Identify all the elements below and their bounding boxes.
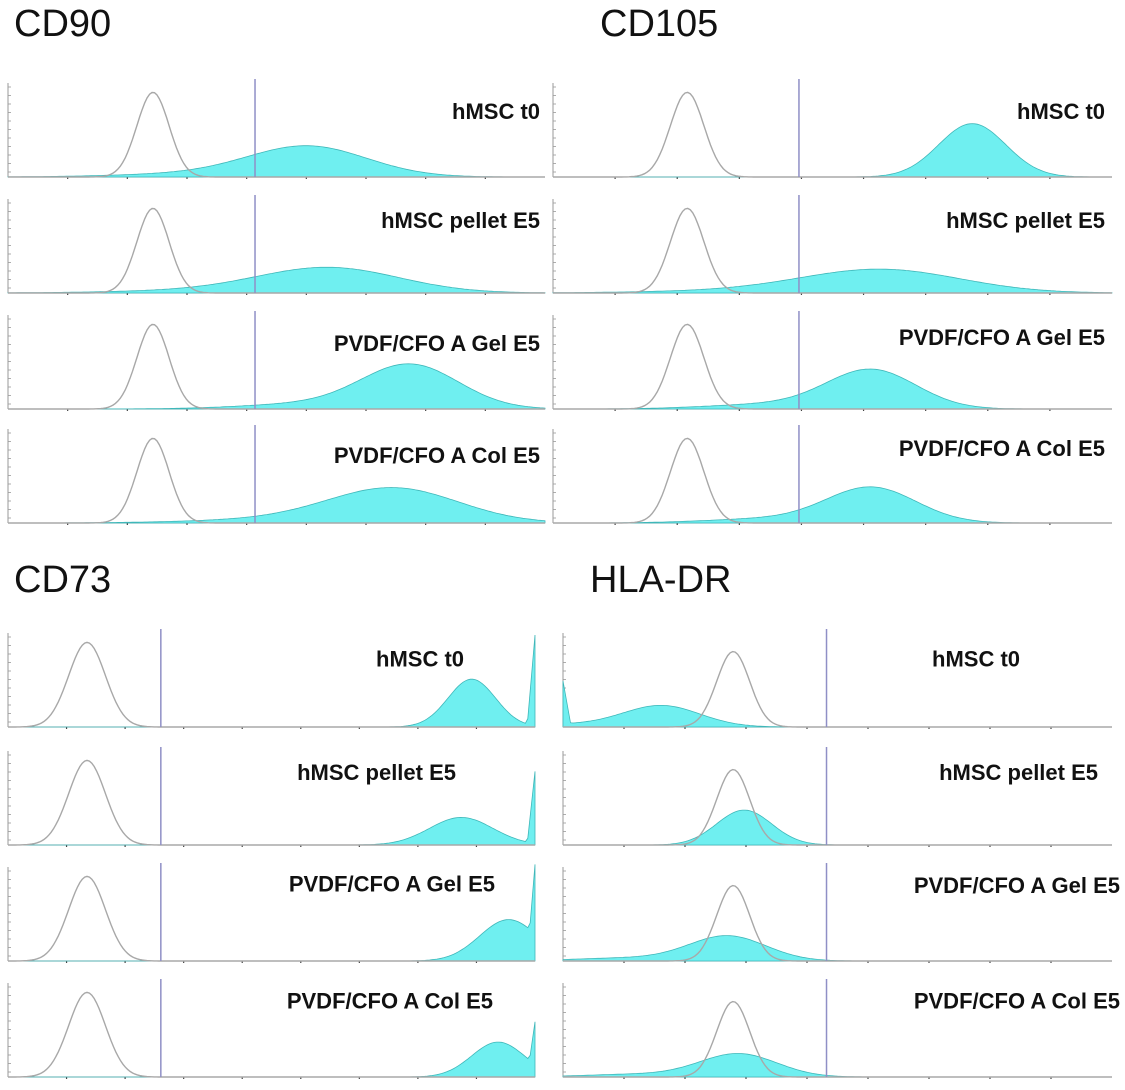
histogram-row: PVDF/CFO A Gel E5 <box>552 311 1112 411</box>
control-histogram <box>563 650 1112 728</box>
control-histogram <box>553 207 1112 294</box>
panel-title-hla-dr: HLA-DR <box>590 559 731 601</box>
control-histogram <box>8 875 535 962</box>
control-histogram <box>563 884 1112 962</box>
control-histogram <box>8 323 545 410</box>
sample-histogram <box>563 809 1112 846</box>
control-histogram <box>8 759 535 846</box>
panel-cd90: hMSC t0 hMSC pellet E5 PVDF/CFO A Gel E5 PV… <box>7 79 546 525</box>
histogram-row: PVDF/CFO A Col E5 <box>7 979 536 1079</box>
sample-histogram <box>562 680 1112 728</box>
histogram-row: hMSC pellet E5 <box>7 195 546 295</box>
row-label: hMSC t0 <box>376 647 464 672</box>
histogram-row: hMSC t0 <box>7 629 536 729</box>
sample-histogram <box>8 487 546 524</box>
panel-title-cd73: CD73 <box>14 559 111 601</box>
control-histogram <box>553 91 1112 178</box>
row-label: hMSC pellet E5 <box>946 208 1105 233</box>
row-label: PVDF/CFO A Col E5 <box>287 988 493 1013</box>
panel-cd105: hMSC t0 hMSC pellet E5 PVDF/CFO A Gel E5 PV… <box>552 79 1113 525</box>
histogram-row: hMSC pellet E5 <box>552 195 1113 295</box>
sample-histogram <box>553 486 1112 524</box>
row-label: hMSC pellet E5 <box>939 760 1098 785</box>
histogram-row: PVDF/CFO A Gel E5 <box>7 863 536 963</box>
row-label: hMSC t0 <box>932 647 1020 672</box>
histogram-row: PVDF/CFO A Col E5 <box>7 425 546 525</box>
panel-cd73: hMSC t0 hMSC pellet E5 PVDF/CFO A Gel E5 PV… <box>7 629 536 1079</box>
row-label: PVDF/CFO A Gel E5 <box>914 873 1120 898</box>
row-label: PVDF/CFO A Col E5 <box>334 443 540 468</box>
sample-histogram <box>7 145 545 178</box>
histogram-row: hMSC pellet E5 <box>7 747 536 847</box>
sample-histogram <box>553 123 1112 178</box>
histogram-row: PVDF/CFO A Gel E5 <box>562 863 1120 963</box>
row-label: hMSC pellet E5 <box>381 208 540 233</box>
row-label: hMSC pellet E5 <box>297 760 456 785</box>
control-histogram <box>553 323 1112 410</box>
panel-title-cd90: CD90 <box>14 3 111 45</box>
histogram-row: PVDF/CFO A Col E5 <box>562 979 1120 1079</box>
control-histogram <box>553 437 1112 524</box>
sample-histogram <box>552 268 1113 294</box>
sample-histogram <box>553 368 1112 410</box>
control-histogram <box>563 768 1112 846</box>
histogram-row: hMSC t0 <box>552 79 1112 179</box>
control-histogram <box>8 207 545 294</box>
sample-histogram <box>7 266 546 294</box>
control-histogram <box>8 991 535 1078</box>
histogram-row: hMSC t0 <box>562 629 1112 729</box>
row-label: hMSC t0 <box>1017 99 1105 124</box>
histogram-row: hMSC t0 <box>7 79 545 179</box>
control-histogram <box>563 1000 1112 1078</box>
control-histogram <box>8 641 535 728</box>
row-label: PVDF/CFO A Col E5 <box>899 436 1105 461</box>
histogram-plots: hMSC t0 hMSC pellet E5 PVDF/CFO A Gel E5 PV… <box>7 79 1120 1079</box>
sample-histogram <box>8 1021 536 1078</box>
panel-hla-dr: hMSC t0 hMSC pellet E5 PVDF/CFO A Gel E5 PV… <box>562 629 1120 1079</box>
row-label: PVDF/CFO A Gel E5 <box>899 325 1105 350</box>
sample-histogram <box>562 1053 1112 1078</box>
control-histogram <box>8 91 545 178</box>
row-label: PVDF/CFO A Gel E5 <box>334 331 540 356</box>
row-label: PVDF/CFO A Gel E5 <box>289 872 495 897</box>
control-histogram <box>8 437 545 524</box>
histogram-row: hMSC pellet E5 <box>562 747 1112 847</box>
row-label: hMSC t0 <box>452 99 540 124</box>
sample-histogram <box>8 363 546 410</box>
histogram-row: PVDF/CFO A Gel E5 <box>7 311 546 411</box>
sample-histogram <box>562 935 1112 962</box>
panel-title-cd105: CD105 <box>600 3 718 45</box>
row-label: PVDF/CFO A Col E5 <box>914 988 1120 1013</box>
histogram-row: PVDF/CFO A Col E5 <box>552 425 1112 525</box>
